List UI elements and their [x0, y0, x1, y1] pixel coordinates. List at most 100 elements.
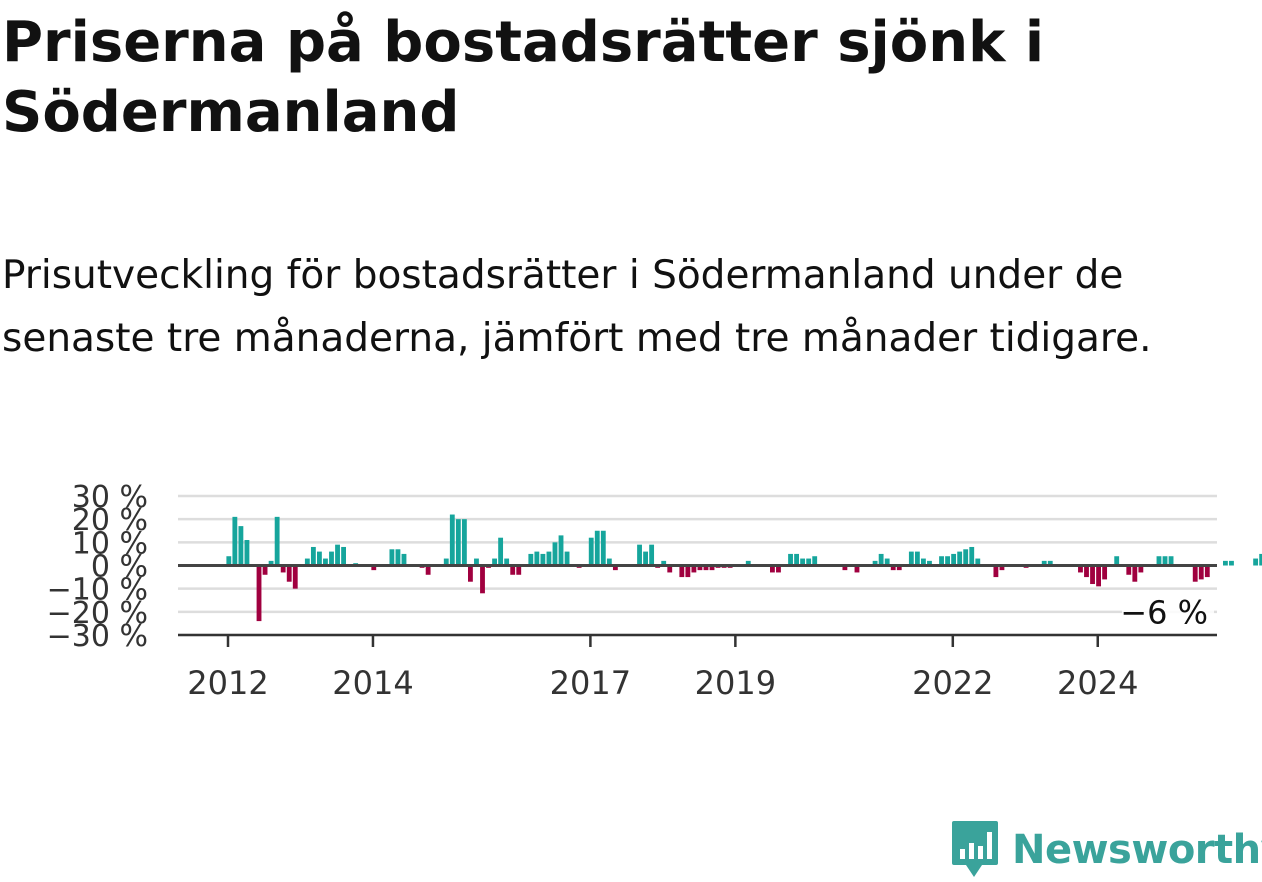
bar — [600, 530, 606, 566]
bar — [498, 537, 504, 566]
bar — [323, 558, 328, 566]
bar — [1096, 565, 1101, 587]
bar — [534, 551, 540, 566]
bar — [262, 565, 268, 575]
bar — [884, 558, 890, 566]
bar — [1126, 565, 1132, 575]
bar — [921, 558, 926, 566]
bar — [770, 565, 775, 573]
bar — [516, 565, 522, 575]
bar — [800, 558, 806, 566]
bar — [528, 553, 534, 566]
bar — [963, 549, 969, 566]
bar — [425, 565, 431, 575]
bar — [564, 551, 570, 566]
bar — [256, 565, 262, 622]
bar — [310, 546, 316, 566]
x-tick-label: 2017 — [550, 664, 631, 702]
bar — [558, 535, 564, 566]
bar — [878, 553, 884, 566]
bar — [812, 556, 818, 566]
bar — [371, 565, 377, 571]
bar-chart-speech-bubble-icon — [952, 821, 998, 877]
y-tick-label: −10 % — [47, 573, 148, 608]
bar — [703, 565, 709, 571]
bar — [268, 560, 274, 566]
bar — [1114, 556, 1120, 566]
bar — [492, 558, 497, 566]
bar — [286, 565, 292, 582]
bar — [341, 546, 346, 566]
x-tick-label: 2022 — [912, 664, 993, 702]
bar — [969, 546, 975, 566]
bar — [468, 565, 473, 582]
bars — [226, 514, 1262, 622]
bar — [1204, 565, 1210, 578]
bar — [1162, 556, 1168, 566]
bar — [975, 558, 981, 566]
bar — [649, 544, 655, 566]
y-tick-label: −30 % — [47, 619, 148, 654]
page-title: Priserna på bostadsrätter sjönk i Söderm… — [2, 10, 1045, 145]
bar — [776, 565, 781, 573]
bar — [643, 551, 648, 566]
bar — [957, 551, 963, 566]
bar — [274, 516, 280, 566]
bar — [226, 556, 232, 566]
end-value-label: −6 % — [1120, 593, 1208, 631]
y-tick-label: 30 % — [72, 480, 148, 515]
bar — [317, 551, 322, 566]
bar — [745, 560, 751, 566]
brand-logo: Newsworthy — [950, 818, 1262, 882]
bar-chart: 30 %20 %10 %0 %−10 %−20 %−30 % 2012 2014 20… — [47, 480, 1262, 702]
bar — [304, 558, 310, 566]
y-tick-label: 20 % — [72, 503, 148, 538]
axes — [178, 564, 1217, 647]
bar — [329, 551, 334, 566]
bar — [401, 553, 407, 566]
bar — [914, 551, 920, 566]
bar — [806, 558, 812, 566]
bar — [546, 551, 552, 566]
bar — [667, 565, 673, 573]
page-subtitle: Prisutveckling för bostadsrätter i Söder… — [2, 253, 1152, 361]
y-tick-label: 10 % — [72, 526, 148, 561]
tick-labels: 30 %20 %10 %0 %−10 %−20 %−30 % 2012 2014 20… — [47, 480, 1214, 702]
bar — [443, 558, 449, 566]
y-tick-label: 0 % — [91, 550, 148, 585]
bar — [1192, 565, 1198, 582]
x-tick-label: 2019 — [695, 664, 776, 702]
bar — [999, 565, 1005, 571]
bar — [1047, 560, 1053, 566]
bar — [280, 565, 286, 573]
brand-name: Newsworthy — [1012, 827, 1262, 873]
x-tick-label: 2024 — [1057, 664, 1138, 702]
bar — [232, 516, 238, 566]
bar — [661, 560, 667, 566]
bar — [1229, 560, 1234, 566]
bar — [1223, 560, 1228, 566]
bar — [1084, 565, 1089, 578]
bar — [993, 565, 999, 578]
x-tick-label: 2012 — [187, 664, 268, 702]
bar — [449, 514, 455, 566]
bar — [504, 558, 510, 566]
bar — [1132, 565, 1138, 582]
bar — [908, 551, 914, 566]
end-label-background — [1122, 595, 1214, 630]
bar — [389, 549, 395, 566]
bar — [395, 549, 401, 566]
bar — [854, 565, 860, 573]
bar — [461, 519, 467, 566]
bar — [927, 560, 932, 566]
bar — [890, 565, 896, 571]
bar — [612, 565, 618, 571]
bar — [709, 565, 715, 571]
bar — [951, 553, 957, 566]
bar — [1156, 556, 1162, 566]
bar — [594, 530, 600, 566]
bar — [510, 565, 516, 575]
bar — [335, 544, 340, 566]
bar — [788, 553, 793, 566]
bar — [1168, 556, 1174, 566]
